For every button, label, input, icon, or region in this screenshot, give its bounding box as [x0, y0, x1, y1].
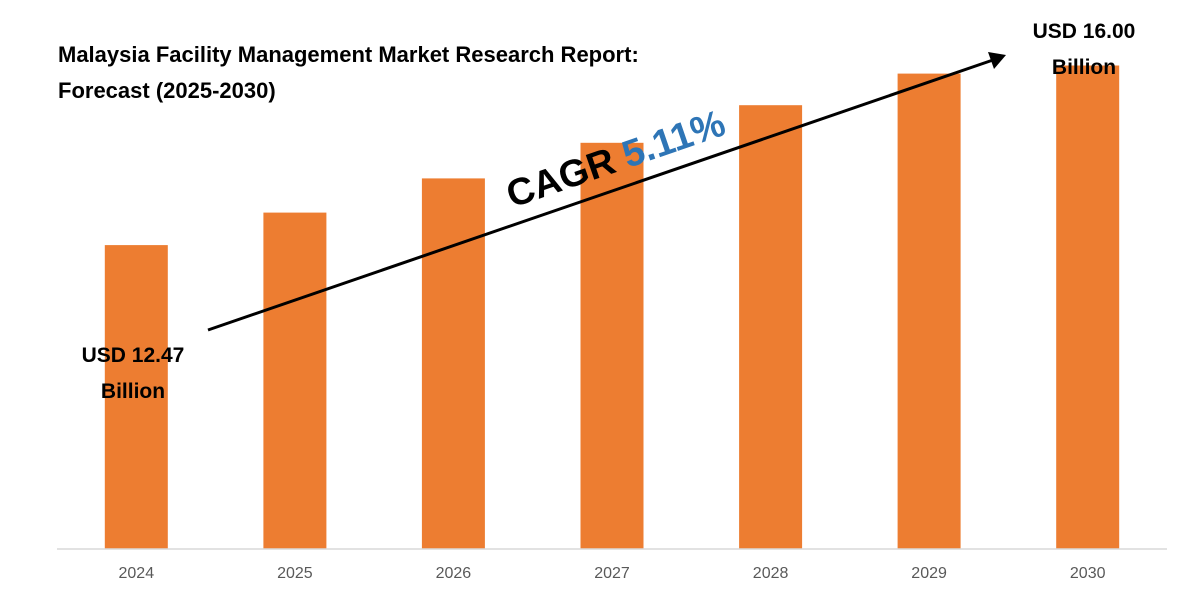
bar-2025 — [263, 212, 327, 549]
x-tick-group: 2024 2025 2026 2027 2028 2029 2030 — [119, 565, 1106, 582]
bar-2024 — [104, 245, 168, 549]
bar-group — [104, 65, 1120, 550]
x-tick-label-2028: 2028 — [753, 565, 789, 582]
x-tick-label-2030: 2030 — [1070, 565, 1106, 582]
growth-arrow-head — [988, 52, 1006, 69]
x-tick-label-2025: 2025 — [277, 565, 313, 582]
bar-2030 — [1056, 65, 1120, 549]
end-value-label-line1: USD 16.00 — [1033, 20, 1136, 43]
x-tick-label-2029: 2029 — [911, 565, 947, 582]
bar-2027 — [580, 142, 644, 550]
start-value-label-line1: USD 12.47 — [82, 344, 185, 367]
end-value-label-line2: Billion — [1052, 56, 1116, 79]
chart-title-line2: Forecast (2025-2030) — [58, 78, 276, 103]
bar-2029 — [897, 73, 961, 549]
x-tick-label-2026: 2026 — [436, 565, 472, 582]
x-tick-label-2024: 2024 — [119, 565, 155, 582]
bar-2028 — [739, 105, 803, 549]
start-value-label-line2: Billion — [101, 380, 165, 403]
bar-2026 — [421, 178, 485, 549]
x-tick-label-2027: 2027 — [594, 565, 630, 582]
growth-arrow-line — [207, 58, 994, 332]
chart-title-line1: Malaysia Facility Management Market Rese… — [58, 42, 639, 67]
cagr-value: 5.11% — [617, 103, 731, 177]
growth-arrow — [207, 52, 1006, 332]
